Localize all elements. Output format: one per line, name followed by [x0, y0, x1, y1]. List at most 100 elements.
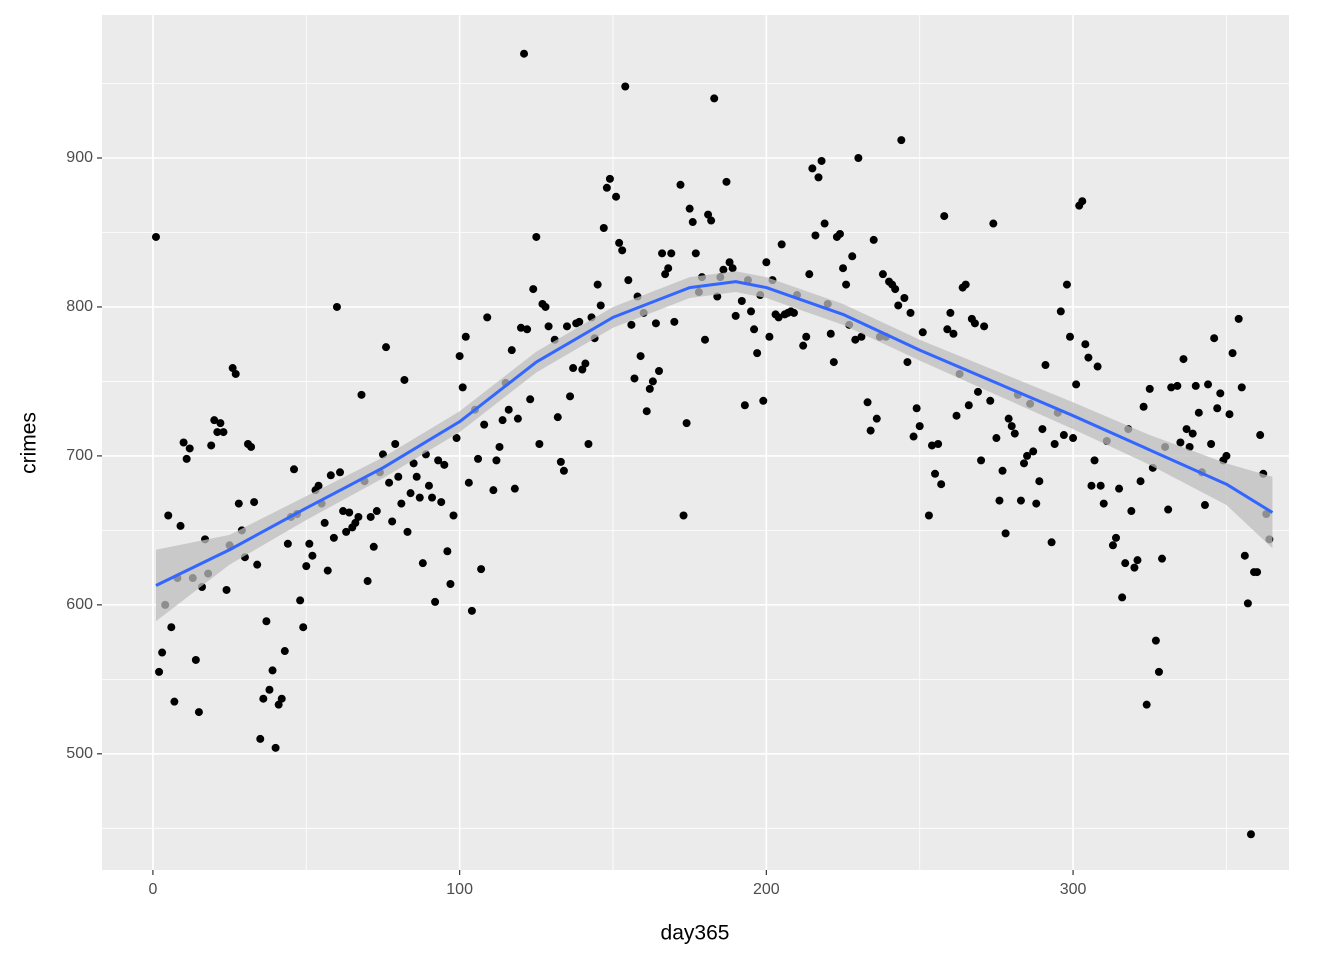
point [725, 258, 734, 267]
point [1243, 599, 1252, 608]
point [299, 623, 308, 632]
point [474, 454, 483, 463]
point [719, 265, 728, 274]
point [562, 322, 571, 331]
point [670, 317, 679, 326]
point [826, 329, 835, 338]
point [704, 210, 713, 219]
point [636, 352, 645, 361]
point [1072, 380, 1081, 389]
point [1047, 538, 1056, 547]
point [553, 413, 562, 422]
point [878, 270, 887, 279]
point [1240, 551, 1249, 560]
x-axis-title: day365 [661, 922, 730, 945]
point [575, 317, 584, 326]
point [1108, 541, 1117, 550]
point [1133, 556, 1142, 565]
point [906, 308, 915, 317]
point [529, 285, 538, 294]
point [593, 280, 602, 289]
point [253, 560, 262, 569]
point [842, 280, 851, 289]
point [1127, 507, 1136, 516]
point [1041, 361, 1050, 370]
point [1164, 505, 1173, 514]
point [655, 367, 664, 376]
point [1185, 442, 1194, 451]
point [805, 270, 814, 279]
point [1167, 383, 1176, 392]
point [532, 232, 541, 241]
point [1112, 533, 1121, 542]
point [1016, 496, 1025, 505]
y-tick-label: 900 [66, 149, 93, 166]
point [1115, 484, 1124, 493]
point [455, 352, 464, 361]
point [789, 308, 798, 317]
point [894, 301, 903, 310]
point [1087, 481, 1096, 490]
point [802, 332, 811, 341]
point [808, 164, 817, 173]
point [345, 508, 354, 517]
point [759, 396, 768, 405]
point [961, 280, 970, 289]
point [262, 617, 271, 626]
point [222, 585, 231, 594]
point [1035, 477, 1044, 486]
point [339, 507, 348, 516]
point [900, 294, 909, 303]
point [964, 401, 973, 410]
point [489, 486, 498, 495]
point [332, 302, 341, 311]
point [753, 349, 762, 358]
point [1253, 568, 1262, 577]
point [391, 439, 400, 448]
point [305, 539, 314, 548]
point [320, 518, 329, 527]
point [277, 694, 286, 703]
point [872, 414, 881, 423]
point [369, 542, 378, 551]
point [498, 416, 507, 425]
point [685, 204, 694, 213]
point [998, 466, 1007, 475]
point [1136, 477, 1145, 486]
point [363, 577, 372, 586]
point [507, 346, 516, 355]
point [1019, 459, 1028, 468]
point [1038, 425, 1047, 434]
point [219, 428, 228, 437]
point [418, 559, 427, 568]
point [194, 708, 203, 717]
point [535, 439, 544, 448]
point [584, 439, 593, 448]
point [903, 358, 912, 367]
point [817, 156, 826, 165]
point [1256, 431, 1265, 440]
point [179, 438, 188, 447]
point [308, 551, 317, 560]
point [1081, 340, 1090, 349]
y-tick-label: 800 [66, 298, 93, 315]
point [259, 694, 268, 703]
point [158, 648, 167, 657]
point [1216, 389, 1225, 398]
point [326, 471, 335, 480]
point [664, 264, 673, 273]
point [927, 441, 936, 450]
point [250, 498, 259, 507]
point [268, 666, 277, 675]
point [1142, 700, 1151, 709]
point [520, 49, 529, 58]
point [599, 224, 608, 233]
point [989, 219, 998, 228]
point [1029, 447, 1038, 456]
point [977, 456, 986, 465]
point [1222, 451, 1231, 460]
point [1118, 593, 1127, 602]
point [1234, 314, 1243, 323]
point [446, 580, 455, 589]
point [440, 460, 449, 469]
